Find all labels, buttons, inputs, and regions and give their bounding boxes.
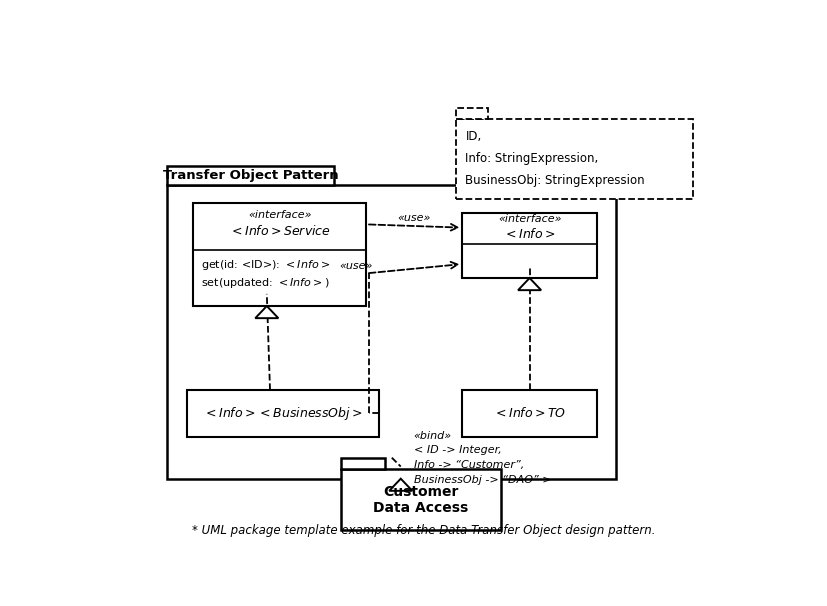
Text: «use»: «use» [339,261,372,271]
Text: «interface»: «interface» [498,215,562,224]
Bar [194,204,366,306]
Text: $<Info>Service$: $<Info>Service$ [228,224,331,238]
Text: «bind»: «bind» [414,430,452,441]
Bar [187,390,379,437]
Bar [167,185,616,479]
Bar [341,458,385,469]
Bar [462,390,597,437]
Text: $<Info>$: $<Info>$ [504,227,556,241]
Text: get(id: <ID>): $<Info>$: get(id: <ID>): $<Info>$ [201,258,330,273]
Text: BusinessObj: StringExpression: BusinessObj: StringExpression [466,175,645,187]
Polygon shape [256,306,279,318]
Text: BusinessObj -> “DAO” >: BusinessObj -> “DAO” > [414,475,552,485]
Text: «interface»: «interface» [248,210,312,220]
Bar [341,469,501,530]
Bar [167,166,334,185]
Bar [462,213,597,278]
Text: Customer
Data Access: Customer Data Access [373,485,468,514]
Text: Info -> “Customer”,: Info -> “Customer”, [414,461,523,470]
Polygon shape [390,479,413,491]
Text: $<Info>TO$: $<Info>TO$ [493,407,566,421]
Text: ID,: ID, [466,130,482,142]
Polygon shape [518,278,541,290]
Text: * UML package template example for the Data Transfer Object design pattern.: * UML package template example for the D… [192,524,656,537]
Text: set(updated: $<Info>$): set(updated: $<Info>$) [201,276,329,290]
Text: < ID -> Integer,: < ID -> Integer, [414,445,501,456]
Text: «use»: «use» [398,213,431,222]
Bar [456,108,488,119]
Text: Transfer Object Pattern: Transfer Object Pattern [163,169,338,182]
Text: Info: StringExpression,: Info: StringExpression, [466,152,599,165]
Text: $<Info><BusinessObj>$: $<Info><BusinessObj>$ [203,405,363,422]
Bar [456,119,693,199]
